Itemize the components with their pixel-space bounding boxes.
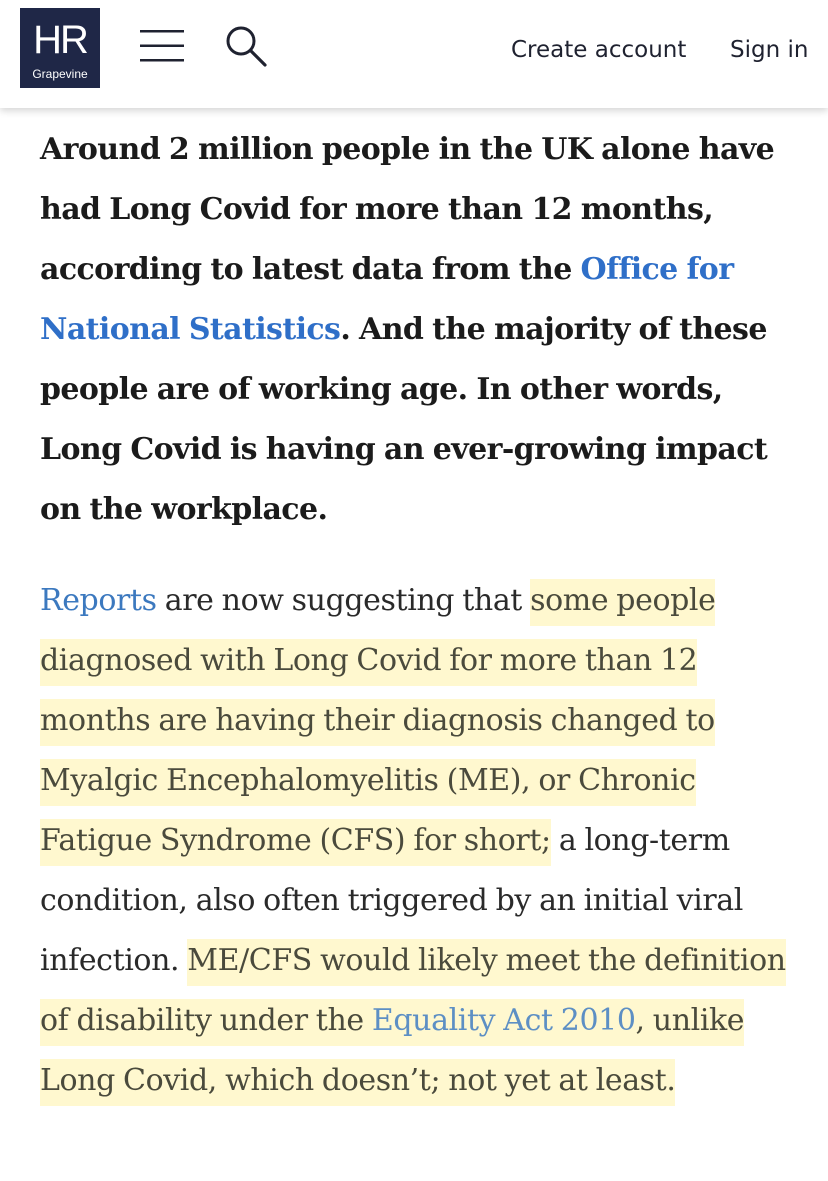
search-icon[interactable] <box>222 22 270 70</box>
hr-grapevine-logo[interactable]: HR Grapevine <box>20 8 100 88</box>
body-text-part-1: are now suggesting that <box>156 583 531 618</box>
highlighted-text-2a: ME/CFS would likely meet the definition … <box>40 943 786 1038</box>
site-header: HR Grapevine Create account Sign in <box>0 0 828 108</box>
lead-text-part-2: . And the majority of these people are o… <box>40 312 768 527</box>
highlighted-text-2b: , unlike Long Covid, which doesn’t; not … <box>40 1003 745 1098</box>
equality-act-link[interactable]: Equality Act 2010 <box>371 1003 636 1038</box>
ons-link[interactable]: Office for National Statistics <box>40 252 734 347</box>
body-text-part-2: a long-term condition, also often trigge… <box>40 823 743 978</box>
article-lead-paragraph: Around 2 million people in the UK alone … <box>40 120 810 540</box>
sign-in-link[interactable]: Sign in <box>730 37 809 63</box>
reports-link[interactable]: Reports <box>40 583 157 618</box>
create-account-link[interactable]: Create account <box>511 37 687 63</box>
logo-subtext: Grapevine <box>32 67 88 81</box>
logo-text: HR <box>33 18 89 62</box>
article-body-paragraph: Reports are now suggesting that some peo… <box>40 571 815 1111</box>
hamburger-menu-icon[interactable] <box>138 28 186 64</box>
lead-text-part-1: Around 2 million people in the UK alone … <box>40 132 775 287</box>
